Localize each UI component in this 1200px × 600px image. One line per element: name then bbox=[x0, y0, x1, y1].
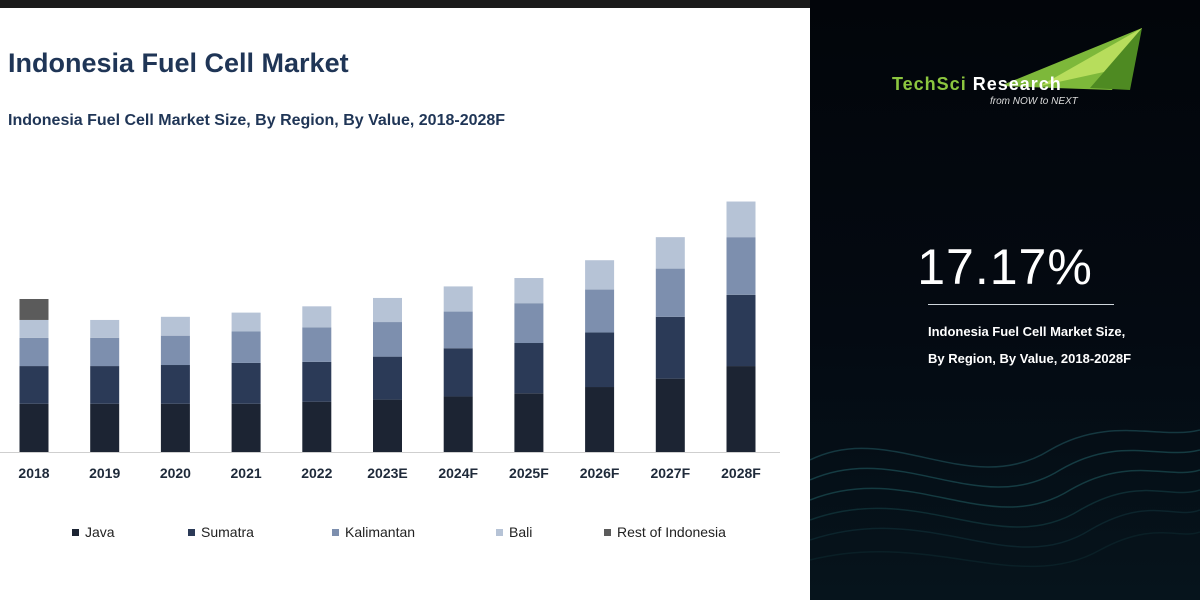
bar-sumatra-2028F bbox=[726, 294, 756, 367]
bar-sumatra-2020 bbox=[160, 365, 190, 404]
x-tick-label: 2018 bbox=[18, 465, 49, 481]
bar-bali-2021 bbox=[231, 312, 261, 332]
legend-label-java: Java bbox=[85, 524, 115, 540]
x-tick-label: 2020 bbox=[160, 465, 191, 481]
bar-java-2024F bbox=[443, 396, 473, 452]
x-tick-label: 2019 bbox=[89, 465, 120, 481]
bar-kalimantan-2023E bbox=[373, 322, 402, 357]
logo-arrow-icon bbox=[1000, 28, 1142, 90]
x-tick-label: 2028F bbox=[721, 465, 761, 481]
logo-brand-part1: TechSci bbox=[892, 74, 967, 94]
bar-sumatra-2019 bbox=[90, 366, 120, 404]
legend-swatch-kalimantan bbox=[332, 528, 339, 536]
bar-sumatra-2026F bbox=[585, 332, 615, 388]
legend-swatch-sumatra bbox=[188, 528, 195, 536]
bar-sumatra-2027F bbox=[655, 316, 685, 379]
cagr-description-line2: By Region, By Value, 2018-2028F bbox=[928, 351, 1132, 366]
bar-bali-2018 bbox=[19, 319, 49, 338]
chart-legend: Java Sumatra Kalimantan Bali Rest of Ind… bbox=[72, 524, 792, 544]
cagr-divider bbox=[928, 304, 1114, 305]
bar-bali-2023E bbox=[373, 297, 402, 323]
bar-sumatra-2025F bbox=[514, 343, 544, 394]
bar-rest-of-indonesia-2018 bbox=[19, 298, 49, 320]
wave-decoration bbox=[810, 429, 1200, 568]
cagr-description-line1: Indonesia Fuel Cell Market Size, bbox=[928, 324, 1126, 339]
bar-java-2028F bbox=[726, 366, 756, 452]
page-title: Indonesia Fuel Cell Market bbox=[8, 48, 349, 78]
x-tick-label: 2025F bbox=[509, 465, 549, 481]
techsci-logo: TechSci Research from NOW to NEXT bbox=[890, 28, 1150, 113]
legend-item-kalimantan: Kalimantan bbox=[332, 524, 415, 540]
bar-java-2019 bbox=[90, 403, 120, 452]
cagr-value: 17.17% bbox=[917, 239, 1093, 295]
bar-java-2022 bbox=[302, 401, 332, 452]
bar-bali-2020 bbox=[160, 316, 190, 336]
bar-bali-2026F bbox=[585, 260, 615, 290]
x-tick-label: 2021 bbox=[231, 465, 262, 481]
bar-java-2023E bbox=[373, 399, 402, 452]
chart-subtitle: Indonesia Fuel Cell Market Size, By Regi… bbox=[8, 112, 506, 129]
legend-label-bali: Bali bbox=[509, 524, 533, 540]
legend-swatch-java bbox=[72, 528, 79, 536]
bar-kalimantan-2025F bbox=[514, 303, 544, 344]
bar-sumatra-2024F bbox=[443, 348, 473, 397]
x-tick-label: 2024F bbox=[438, 465, 478, 481]
x-tick-label: 2022 bbox=[301, 465, 332, 481]
legend-swatch-rest-of-indonesia bbox=[604, 528, 611, 536]
bar-java-2021 bbox=[231, 403, 261, 452]
bar-java-2027F bbox=[655, 378, 685, 452]
bar-sumatra-2023E bbox=[373, 356, 402, 400]
bar-kalimantan-2021 bbox=[231, 331, 261, 363]
x-tick-label: 2027F bbox=[650, 465, 690, 481]
bar-bali-2025F bbox=[514, 278, 544, 304]
bar-java-2026F bbox=[585, 387, 615, 452]
bar-sumatra-2022 bbox=[302, 361, 332, 402]
cagr-description: Indonesia Fuel Cell Market Size, By Regi… bbox=[928, 318, 1188, 372]
bar-bali-2024F bbox=[443, 286, 473, 312]
logo-brand-name: TechSci Research bbox=[892, 74, 1062, 95]
bar-kalimantan-2026F bbox=[585, 289, 615, 333]
bar-bali-2022 bbox=[302, 306, 332, 328]
legend-label-rest-of-indonesia: Rest of Indonesia bbox=[617, 524, 726, 540]
bar-java-2018 bbox=[19, 403, 49, 452]
bar-kalimantan-2024F bbox=[443, 311, 473, 349]
logo-tagline: from NOW to NEXT bbox=[990, 96, 1078, 107]
bar-kalimantan-2020 bbox=[160, 335, 190, 366]
bar-kalimantan-2018 bbox=[19, 337, 49, 367]
x-tick-label: 2023E bbox=[367, 465, 407, 481]
bar-java-2020 bbox=[160, 403, 190, 452]
logo-brand-part2: Research bbox=[966, 74, 1062, 94]
bar-kalimantan-2028F bbox=[726, 237, 756, 295]
legend-label-sumatra: Sumatra bbox=[201, 524, 254, 540]
top-bar bbox=[0, 0, 810, 8]
legend-item-bali: Bali bbox=[496, 524, 532, 540]
highlight-panel: TechSci Research from NOW to NEXT 17.17%… bbox=[810, 0, 1200, 600]
bar-bali-2028F bbox=[726, 201, 756, 238]
stacked-bar-chart: 2018 2019 2020 2021 2022 2023E 2024F 2025F 2026F… bbox=[0, 201, 780, 481]
bar-kalimantan-2022 bbox=[302, 327, 332, 362]
x-tick-label: 2026F bbox=[580, 465, 620, 481]
legend-item-java: Java bbox=[72, 524, 115, 540]
legend-label-kalimantan: Kalimantan bbox=[345, 524, 416, 540]
bar-sumatra-2021 bbox=[231, 362, 261, 404]
legend-item-sumatra: Sumatra bbox=[188, 524, 254, 540]
bar-java-2025F bbox=[514, 393, 544, 452]
bar-bali-2019 bbox=[90, 319, 120, 338]
bar-kalimantan-2027F bbox=[655, 268, 685, 317]
bar-bali-2027F bbox=[655, 237, 685, 269]
bar-sumatra-2018 bbox=[19, 366, 49, 404]
legend-item-rest-of-indonesia: Rest of Indonesia bbox=[604, 524, 726, 540]
legend-swatch-bali bbox=[496, 528, 503, 536]
bar-kalimantan-2019 bbox=[90, 337, 120, 367]
